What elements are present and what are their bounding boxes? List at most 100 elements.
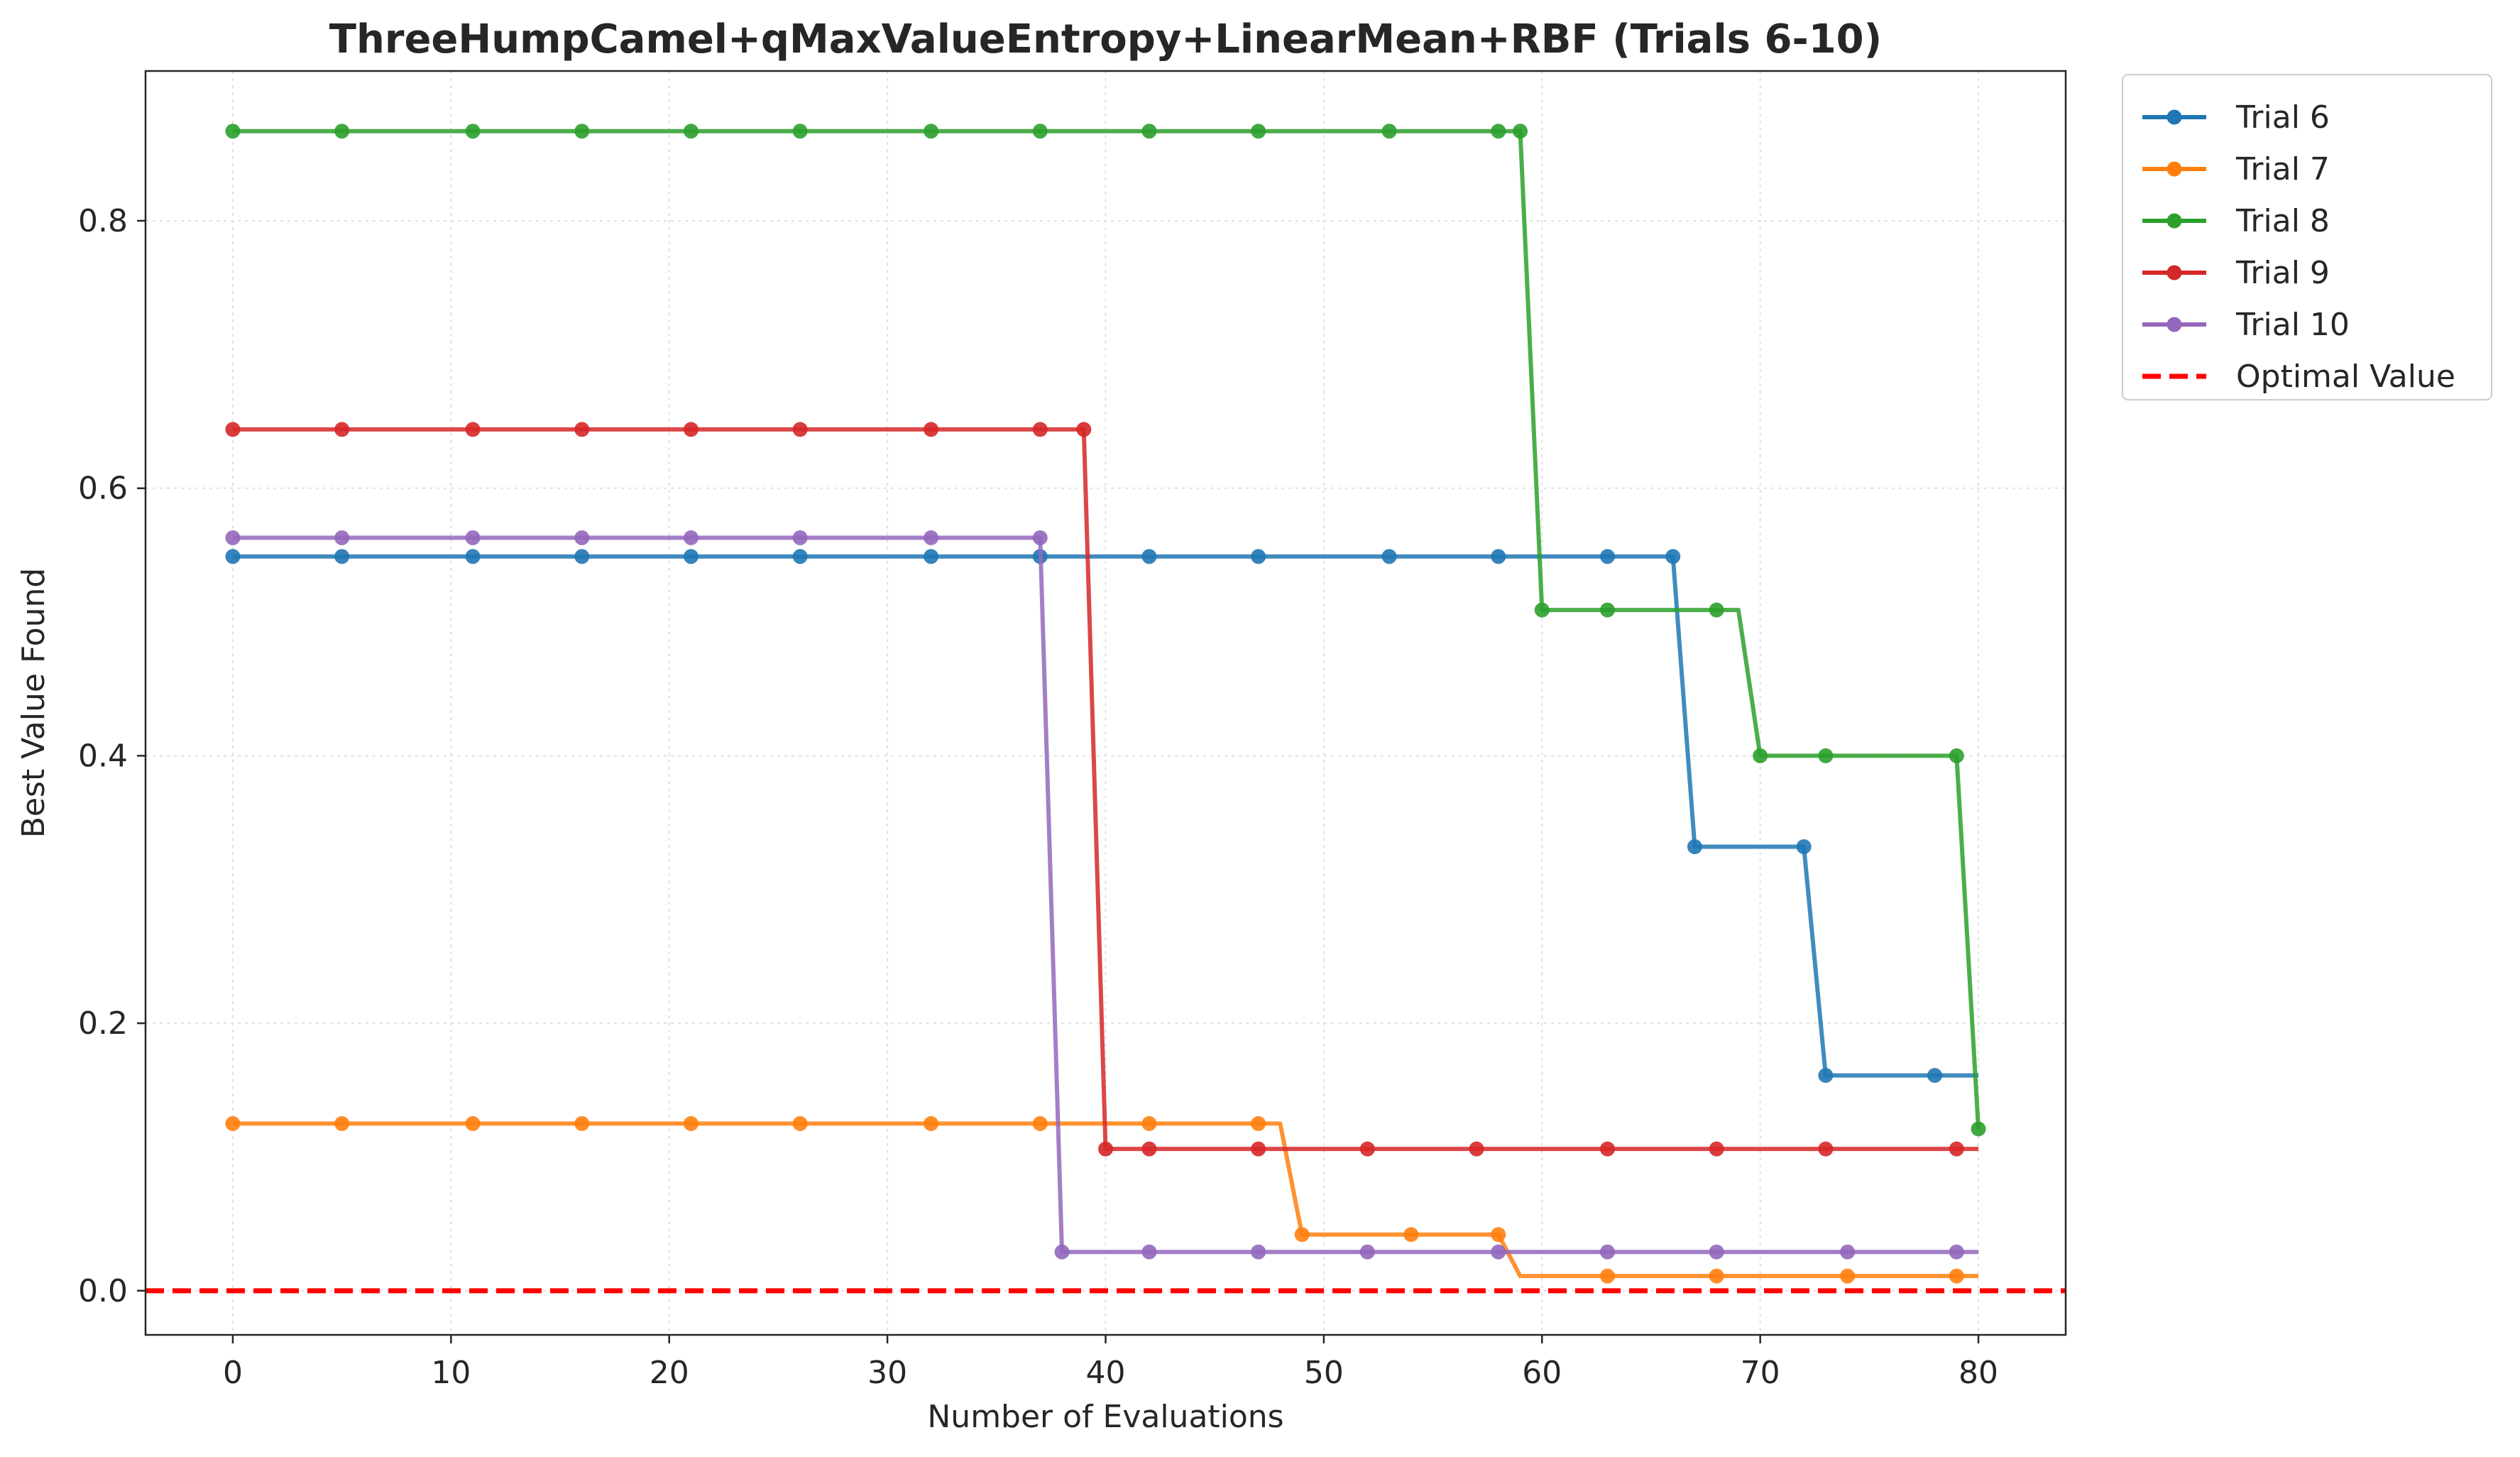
data-point [334,124,350,139]
data-point [1381,124,1397,139]
data-point [1491,549,1506,564]
data-point [1599,1244,1615,1260]
data-point [683,1115,699,1131]
data-point [225,124,241,139]
data-point [465,422,481,437]
data-point [1840,1244,1856,1260]
data-point [334,1115,350,1131]
data-point [683,530,699,545]
data-point [792,1115,808,1131]
legend-marker [2166,109,2182,125]
data-point [1359,1141,1375,1157]
data-point [574,124,590,139]
x-tick-label: 60 [1522,1355,1562,1391]
legend-label: Optimal Value [2236,359,2455,395]
data-point [1599,602,1615,618]
x-tick-label: 40 [1086,1355,1126,1391]
data-point [1599,1268,1615,1284]
data-point [1469,1141,1484,1157]
data-point [1032,124,1048,139]
x-tick-label: 80 [1959,1355,1998,1391]
series-line [232,427,1979,1152]
data-point [1141,1115,1157,1131]
data-point [334,422,350,437]
data-point [1753,748,1768,763]
data-point [1141,549,1157,564]
data-point [1403,1227,1419,1243]
legend-label: Trial 9 [2235,255,2330,291]
series-line [232,129,1981,1130]
data-point [574,1115,590,1131]
x-tick-label: 20 [650,1355,689,1391]
y-axis-ticks: 0.0 0.2 0.4 0.6 0.8 [78,203,146,1309]
data-point [1054,1244,1070,1260]
series-line [232,535,1979,1255]
data-point [225,422,241,437]
legend-box [2122,74,2492,400]
legend-marker [2166,265,2182,280]
data-point [1709,1244,1724,1260]
data-point [1840,1268,1856,1284]
data-point [1665,549,1681,564]
data-point [792,549,808,564]
data-point [1251,1141,1266,1157]
data-point [574,530,590,545]
legend-entry: Trial 8 [2142,203,2330,239]
y-tick-label: 0.8 [78,203,128,239]
legend-entry: Trial 9 [2142,255,2330,291]
data-point [924,1115,939,1131]
data-point [792,530,808,545]
data-point [1796,839,1812,854]
data-point [1534,602,1550,618]
data-point [465,1115,481,1131]
legend-entry: Trial 10 [2142,307,2350,343]
series-trial-10 [225,530,1979,1260]
legend-entry: Optimal Value [2142,359,2455,395]
data-point [574,549,590,564]
data-point [1818,748,1834,763]
data-point [1032,530,1048,545]
data-point [225,530,241,545]
y-tick-label: 0.2 [78,1005,128,1042]
legend-marker [2166,161,2182,177]
legend-entries: Trial 6 Trial 7 Trial 8 Trial 9 Trial 10 Opti… [2142,99,2455,395]
data-point [1076,422,1092,437]
data-point [465,549,481,564]
data-point [1251,124,1266,139]
legend-label: Trial 10 [2235,307,2350,343]
data-point [334,549,350,564]
x-tick-label: 30 [867,1355,907,1391]
data-point [1687,839,1702,854]
data-point [1818,1141,1834,1157]
data-point [1927,1068,1943,1084]
data-point [1599,549,1615,564]
x-tick-label: 10 [431,1355,471,1391]
chart-title: ThreeHumpCamel+qMaxValueEntropy+LinearMe… [329,16,1882,62]
legend-marker [2166,317,2182,332]
series-layer [225,124,1986,1284]
series-trial-9 [225,422,1979,1157]
data-point [1513,124,1528,139]
data-point [1949,1141,1964,1157]
data-point [683,422,699,437]
data-point [1359,1244,1375,1260]
data-point [225,1115,241,1131]
data-point [1032,1115,1048,1131]
data-point [465,530,481,545]
data-point [1294,1227,1310,1243]
y-tick-label: 0.0 [78,1273,128,1309]
data-point [924,422,939,437]
legend-label: Trial 7 [2235,151,2330,187]
data-point [1032,422,1048,437]
data-point [1971,1121,1986,1137]
data-point [1949,1244,1964,1260]
data-point [792,124,808,139]
data-point [1709,1268,1724,1284]
data-point [1141,1244,1157,1260]
data-point [924,549,939,564]
data-point [1491,124,1506,139]
data-point [1709,1141,1724,1157]
y-tick-label: 0.6 [78,471,128,507]
x-tick-label: 50 [1304,1355,1344,1391]
